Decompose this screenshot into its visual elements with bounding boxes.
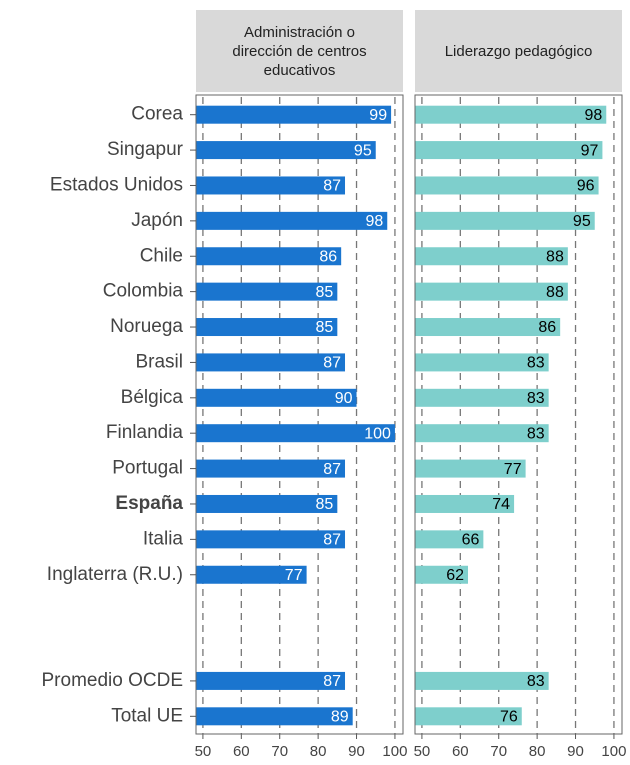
- value-label: 90: [335, 390, 353, 407]
- bar: [415, 247, 568, 266]
- bar: [196, 282, 338, 301]
- y-tick-label: Colombia: [103, 281, 184, 302]
- value-label: 85: [316, 284, 334, 301]
- bar: [196, 424, 395, 443]
- value-label: 83: [527, 673, 545, 690]
- y-tick-label: Japón: [131, 210, 183, 231]
- y-tick-label: Corea: [131, 104, 183, 125]
- value-label: 83: [527, 390, 545, 407]
- y-tick-label: Inglaterra (R.U.): [47, 564, 183, 585]
- value-label: 87: [323, 673, 341, 690]
- bar: [415, 176, 599, 195]
- value-label: 99: [369, 107, 387, 124]
- value-label: 83: [527, 425, 545, 442]
- bar: [196, 318, 338, 337]
- bar: [415, 424, 549, 443]
- y-tick-label: Singapur: [107, 139, 184, 160]
- bar: [196, 530, 346, 549]
- bar: [196, 707, 353, 726]
- bar: [196, 141, 376, 160]
- bar: [415, 353, 549, 372]
- x-tick-label: 60: [452, 743, 469, 760]
- value-label: 87: [323, 355, 341, 372]
- bar: [415, 565, 468, 584]
- bar: [415, 530, 484, 549]
- value-label: 76: [500, 709, 518, 726]
- bar: [196, 494, 338, 513]
- bar: [196, 176, 346, 195]
- value-label: 74: [492, 496, 510, 513]
- x-tick-label: 90: [567, 743, 584, 760]
- value-label: 86: [538, 319, 556, 336]
- value-label: 100: [364, 425, 391, 442]
- x-tick-label: 100: [601, 743, 626, 760]
- y-tick-label: Estados Unidos: [50, 174, 183, 195]
- bar: [415, 494, 515, 513]
- x-tick-label: 50: [414, 743, 431, 760]
- bar: [196, 459, 346, 478]
- y-tick-label: Chile: [140, 245, 183, 266]
- value-label: 98: [365, 213, 383, 230]
- facet-strip: Administración o dirección de centros ed…: [196, 10, 403, 92]
- y-tick-label: Total UE: [111, 705, 183, 726]
- bar: [415, 707, 522, 726]
- value-label: 85: [316, 496, 334, 513]
- bar: [196, 211, 388, 230]
- y-tick-label: Portugal: [112, 458, 183, 479]
- bar: [196, 353, 346, 372]
- x-tick-label: 60: [233, 743, 250, 760]
- bar: [196, 247, 342, 266]
- panel-border: [195, 94, 404, 735]
- bar: [415, 141, 603, 160]
- value-label: 77: [504, 461, 522, 478]
- y-tick-label: Brasil: [135, 351, 183, 372]
- y-tick-label: Italia: [143, 528, 184, 549]
- x-tick-label: 50: [195, 743, 212, 760]
- bar: [415, 459, 526, 478]
- value-label: 87: [323, 461, 341, 478]
- bar: [415, 388, 549, 407]
- value-label: 89: [331, 709, 349, 726]
- bar: [415, 282, 568, 301]
- facet-strip: Liderazgo pedagógico: [415, 10, 622, 92]
- x-tick-label: 80: [310, 743, 327, 760]
- value-label: 95: [573, 213, 591, 230]
- panel-border: [414, 94, 623, 735]
- x-tick-label: 70: [271, 743, 288, 760]
- y-tick-label: Noruega: [110, 316, 183, 337]
- x-tick-label: 70: [490, 743, 507, 760]
- value-label: 77: [285, 567, 303, 584]
- bar: [415, 318, 561, 337]
- y-tick-label: Bélgica: [121, 387, 184, 408]
- y-tick-label: Finlandia: [106, 422, 184, 443]
- x-tick-label: 90: [348, 743, 365, 760]
- value-label: 88: [546, 284, 564, 301]
- value-label: 97: [581, 142, 599, 159]
- x-tick-label: 100: [382, 743, 407, 760]
- value-label: 62: [446, 567, 464, 584]
- value-label: 98: [584, 107, 602, 124]
- bar: [415, 211, 595, 230]
- value-label: 66: [462, 532, 480, 549]
- value-label: 95: [354, 142, 372, 159]
- bar: [196, 105, 392, 124]
- value-label: 88: [546, 248, 564, 265]
- bar: [196, 671, 346, 690]
- value-label: 86: [319, 248, 337, 265]
- value-label: 85: [316, 319, 334, 336]
- bar: [196, 388, 357, 407]
- value-label: 87: [323, 178, 341, 195]
- bar: [415, 105, 607, 124]
- value-label: 96: [577, 178, 595, 195]
- bar: [415, 671, 549, 690]
- value-label: 87: [323, 532, 341, 549]
- value-label: 83: [527, 355, 545, 372]
- y-tick-label: Promedio OCDE: [42, 670, 184, 691]
- bar: [196, 565, 307, 584]
- x-tick-label: 80: [529, 743, 546, 760]
- y-tick-label: España: [115, 493, 183, 514]
